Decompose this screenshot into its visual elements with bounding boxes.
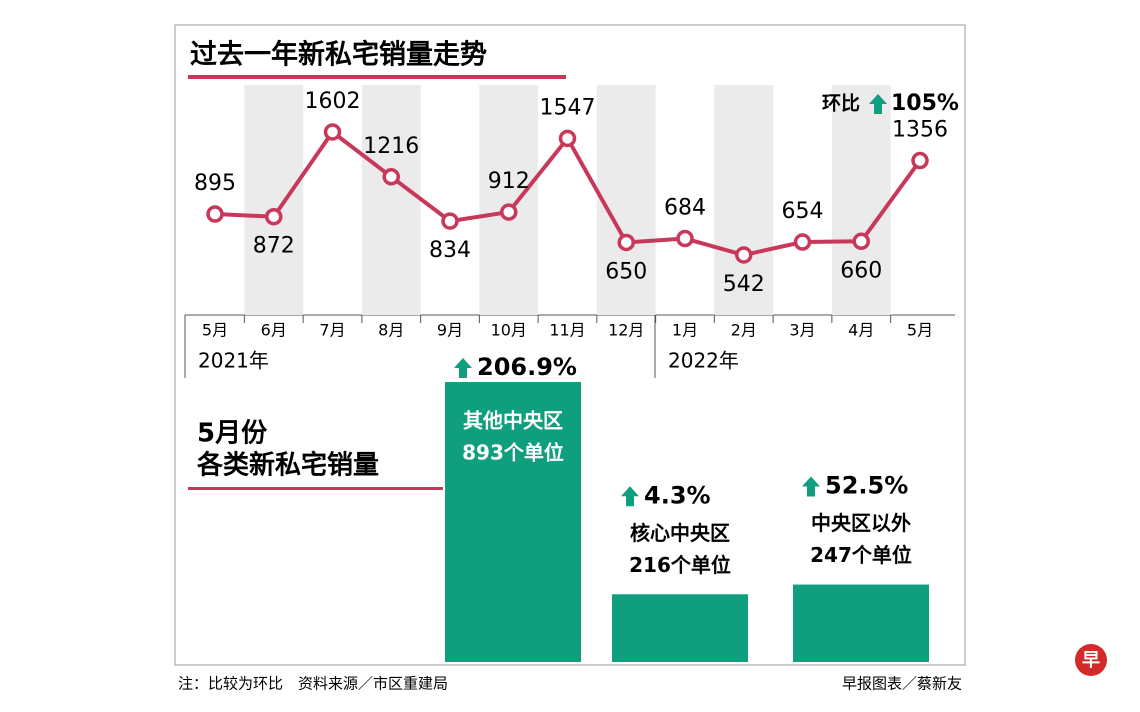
point (852, 232, 870, 251)
point (323, 123, 342, 141)
column-band (714, 85, 774, 315)
annotation-change: 105% (891, 91, 959, 116)
x-tick-label: 11月 (549, 321, 585, 340)
point (735, 246, 753, 264)
data-label: 895 (194, 171, 236, 196)
up-arrow (802, 476, 820, 497)
label-box (612, 512, 748, 591)
up-arrow (621, 486, 639, 507)
column-band (596, 85, 656, 315)
x-tick-label: 10月 (491, 321, 527, 340)
data-label: 1216 (363, 134, 419, 159)
bar-value-label: 216个单位 (629, 553, 731, 577)
change-label: 4.3% (644, 481, 711, 509)
data-label: 542 (723, 272, 765, 297)
x-tick-label: 9月 (437, 321, 463, 340)
up-arrow (454, 358, 472, 378)
data-label: 654 (782, 199, 824, 224)
point (558, 129, 577, 148)
bar-value-label: 893个单位 (462, 441, 564, 465)
year-label: 2022年 (668, 349, 739, 373)
x-tick-label: 1月 (672, 321, 698, 340)
bar-name: 核心中央区 (630, 521, 730, 545)
bar-title: 各类新私宅销量 (196, 450, 379, 481)
annotation-label: 环比 (822, 93, 860, 115)
column-band (479, 85, 539, 315)
bar-name: 中央区以外 (811, 511, 911, 535)
logo-text: 早 (1082, 650, 1100, 671)
column-band (831, 85, 891, 315)
x-tick-label: 5月 (907, 321, 933, 340)
bar-value-label: 247个单位 (810, 543, 912, 567)
data-label: 1356 (892, 118, 948, 143)
change-label: 52.5% (825, 472, 908, 500)
point (265, 207, 283, 226)
x-tick-label: 12月 (608, 321, 644, 340)
x-tick-label: 4月 (848, 321, 874, 340)
x-tick-label: 8月 (378, 321, 404, 340)
year-label: 2021年 (198, 349, 269, 373)
x-tick-label: 3月 (789, 321, 815, 340)
bar-name: 其他中央区 (463, 409, 563, 433)
data-label: 684 (664, 196, 706, 221)
data-label: 1602 (305, 89, 361, 114)
data-label: 834 (429, 238, 471, 263)
data-label: 1547 (540, 95, 596, 120)
bar (612, 594, 748, 662)
point (441, 212, 459, 230)
logo (1075, 644, 1107, 676)
line-title: 过去一年新私宅销量走势 (190, 39, 487, 71)
point (206, 205, 224, 223)
column-band (361, 85, 421, 315)
footer-credit: 早报图表／蔡新友 (842, 675, 962, 693)
point (911, 151, 929, 170)
bar (793, 584, 929, 662)
title-underline (188, 75, 566, 79)
point (382, 168, 400, 186)
x-tick-label: 6月 (261, 321, 287, 340)
label-box (793, 502, 929, 581)
data-label: 912 (488, 169, 530, 194)
column-band (244, 85, 304, 315)
data-label: 660 (840, 258, 882, 283)
point (793, 233, 812, 251)
x-tick-label: 2月 (731, 321, 757, 340)
point (676, 229, 694, 248)
point (617, 233, 635, 252)
x-tick-label: 7月 (319, 321, 345, 340)
title-underline (188, 487, 443, 490)
up-arrow (869, 94, 887, 114)
data-label: 650 (605, 259, 647, 284)
point (500, 203, 518, 221)
bar-title: 5月份 (197, 419, 267, 449)
x-tick-label: 5月 (202, 321, 228, 340)
bar (445, 382, 581, 662)
change-label: 206.9% (477, 353, 577, 381)
footer-note: 注：比较为环比 资料来源／市区重建局 (178, 675, 448, 693)
data-label: 872 (253, 234, 295, 259)
